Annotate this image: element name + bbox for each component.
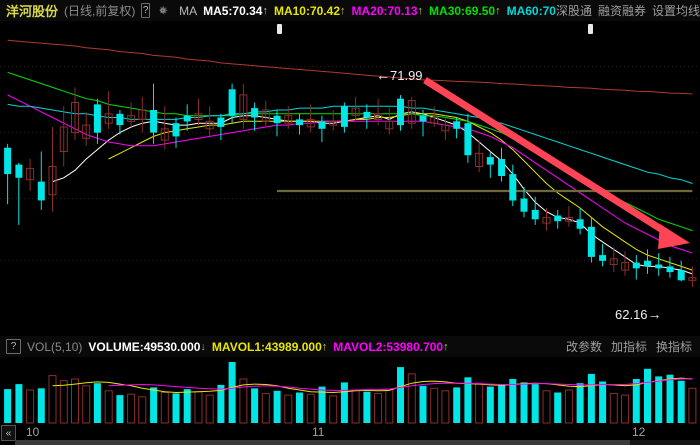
volume-ma-lines bbox=[52, 377, 693, 394]
low-annotation-arrow: → bbox=[647, 306, 662, 322]
price-chart-panel[interactable] bbox=[0, 21, 700, 336]
mavol2-value: MAVOL2:53980.700 bbox=[333, 339, 444, 354]
ma30-value: MA30:69.50 bbox=[429, 3, 496, 18]
axis-tick-10: 10 bbox=[26, 425, 40, 439]
price-gridlines bbox=[0, 66, 700, 262]
link-shenguotong[interactable]: 深股通 bbox=[555, 4, 592, 18]
help-icon[interactable]: ? bbox=[141, 3, 151, 18]
time-axis: « 10 11 12 bbox=[0, 425, 700, 445]
mavol1-value: MAVOL1:43989.000 bbox=[211, 339, 322, 354]
chart-drag-handle-right[interactable] bbox=[588, 24, 593, 34]
volume-chart-panel[interactable] bbox=[0, 357, 700, 425]
high-price-annotation: ←71.99 bbox=[376, 67, 423, 83]
axis-tick-11: 11 bbox=[312, 425, 325, 439]
volume-bar-series bbox=[4, 362, 697, 424]
ma10-value: MA10:70.42 bbox=[273, 3, 340, 18]
ma30-arrow: ↑ bbox=[495, 4, 501, 17]
ma60-value: MA60:70 bbox=[506, 3, 556, 18]
stock-name[interactable]: 洋河股份 bbox=[6, 4, 59, 19]
candlestick-series bbox=[4, 83, 697, 288]
indicator-label: MA bbox=[179, 3, 198, 18]
chart-period[interactable]: (日线,前复权) bbox=[64, 4, 136, 18]
volume-help-icon[interactable]: ? bbox=[6, 339, 21, 354]
mavol1-arrow: ↑ bbox=[321, 340, 328, 353]
price-chart-background bbox=[0, 21, 700, 336]
scroll-left-button[interactable]: « bbox=[1, 425, 16, 441]
high-annotation-arrow: ← bbox=[376, 67, 390, 83]
trend-arrow-overlay bbox=[423, 77, 690, 249]
volume-chart-svg bbox=[0, 357, 700, 425]
ma5-arrow: ↑ bbox=[262, 4, 268, 17]
axis-tick-12: 12 bbox=[632, 425, 646, 439]
high-annotation-label: 71.99 bbox=[390, 68, 423, 83]
mavol2-arrow: ↑ bbox=[443, 340, 449, 353]
low-annotation-label: 62.16 bbox=[615, 307, 648, 322]
volume-indicator-name[interactable]: VOL(5,10) bbox=[27, 339, 83, 354]
volume-value: VOLUME:49530.000 bbox=[88, 339, 201, 354]
ma20-value: MA20:70.13 bbox=[351, 3, 418, 18]
ma10-arrow: ↑ bbox=[340, 4, 346, 17]
volume-panel-header: ? VOL(5,10) VOLUME:49530.000 ↓ MAVOL1:43… bbox=[0, 336, 700, 357]
link-set-ma[interactable]: 设置均线 bbox=[651, 4, 700, 18]
gear-icon[interactable] bbox=[156, 4, 169, 17]
chart-drag-handle-left[interactable] bbox=[277, 24, 282, 34]
ma20-arrow: ↑ bbox=[417, 4, 424, 17]
price-chart-svg bbox=[0, 21, 700, 336]
add-indicator-button[interactable]: 加指标 bbox=[610, 340, 647, 354]
change-params-button[interactable]: 改参数 bbox=[565, 340, 602, 354]
horizontal-scrollbar-thumb[interactable] bbox=[15, 440, 630, 445]
volume-arrow: ↓ bbox=[200, 340, 206, 353]
switch-indicator-button[interactable]: 换指标 bbox=[655, 340, 692, 354]
low-price-annotation: 62.16→ bbox=[615, 306, 662, 322]
price-panel-header: 洋河股份 (日线,前复权) ? MA MA5:70.34 ↑ MA10:70.4… bbox=[0, 0, 700, 21]
ma5-value: MA5:70.34 bbox=[203, 3, 263, 18]
link-margin-trading[interactable]: 融资融券 bbox=[597, 4, 646, 18]
